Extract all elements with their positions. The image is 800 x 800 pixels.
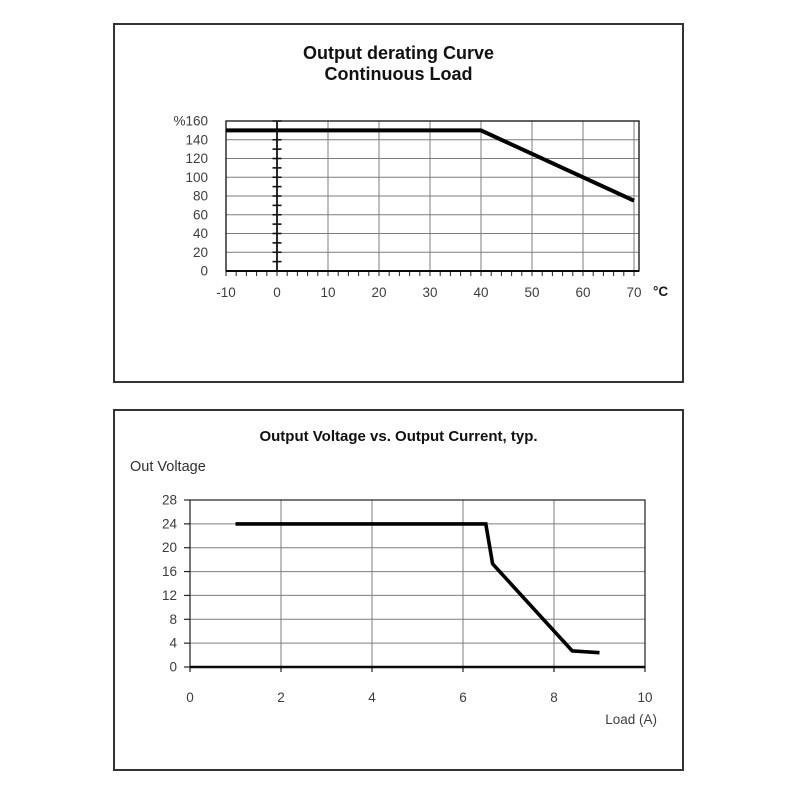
chart-title: Output derating Curve [302,43,494,63]
x-axis-unit-label: Load (A) [605,712,657,727]
voltage-chart-title-block: Output Voltage vs. Output Current, typ. [115,428,682,445]
x-tick-label: 8 [550,690,558,705]
x-tick-label: 10 [637,690,652,705]
derating-chart-panel: Output derating Curve Continuous Load %1… [113,23,684,383]
x-tick-label: 30 [422,285,437,300]
x-tick-label: 0 [186,690,194,705]
voltage-current-chart-panel: Output Voltage vs. Output Current, typ. … [113,409,684,771]
x-tick-label: 20 [371,285,386,300]
chart-title: Output Voltage vs. Output Current, typ. [259,428,538,445]
x-axis-unit-label: °C [653,284,668,299]
x-tick-label: 0 [273,285,281,300]
x-tick-label: 70 [626,285,641,300]
y-tick-label: 12 [162,588,177,603]
derating-chart-title-block: Output derating Curve Continuous Load [115,43,682,85]
y-tick-label: 120 [185,151,208,166]
y-tick-label: %160 [173,114,208,129]
derating-chart-plot: %160 140 120 100 80 60 40 20 0 -10 0 10 20 30 40 50 60 70… [173,114,668,301]
data-series-line [226,128,635,203]
y-tick-label: 8 [169,612,177,627]
y-tick-label: 40 [193,226,208,241]
y-axis-name-label: Out Voltage [130,459,206,475]
y-tick-label: 20 [193,245,208,260]
y-tick-label: 0 [200,264,208,279]
y-tick-label: 140 [185,132,208,147]
x-tick-label: 4 [368,690,376,705]
x-tick-label: 40 [473,285,488,300]
data-series-line [235,522,600,655]
y-tick-label: 60 [193,207,208,222]
y-tick-label: 20 [162,540,177,555]
x-tick-label: 60 [575,285,590,300]
y-tick-label: 0 [169,660,177,675]
x-tick-label: 2 [277,690,285,705]
y-tick-label: 80 [193,189,208,204]
x-tick-label: -10 [216,285,236,300]
y-tick-label: 100 [185,170,208,185]
y-tick-label: 28 [162,493,177,508]
y-tick-label: 4 [169,636,177,651]
y-tick-label: 16 [162,564,177,579]
x-tick-label: 50 [524,285,539,300]
y-tick-label: 24 [162,516,178,531]
x-tick-label: 10 [320,285,335,300]
x-tick-label: 6 [459,690,467,705]
chart-subtitle: Continuous Load [324,64,473,84]
